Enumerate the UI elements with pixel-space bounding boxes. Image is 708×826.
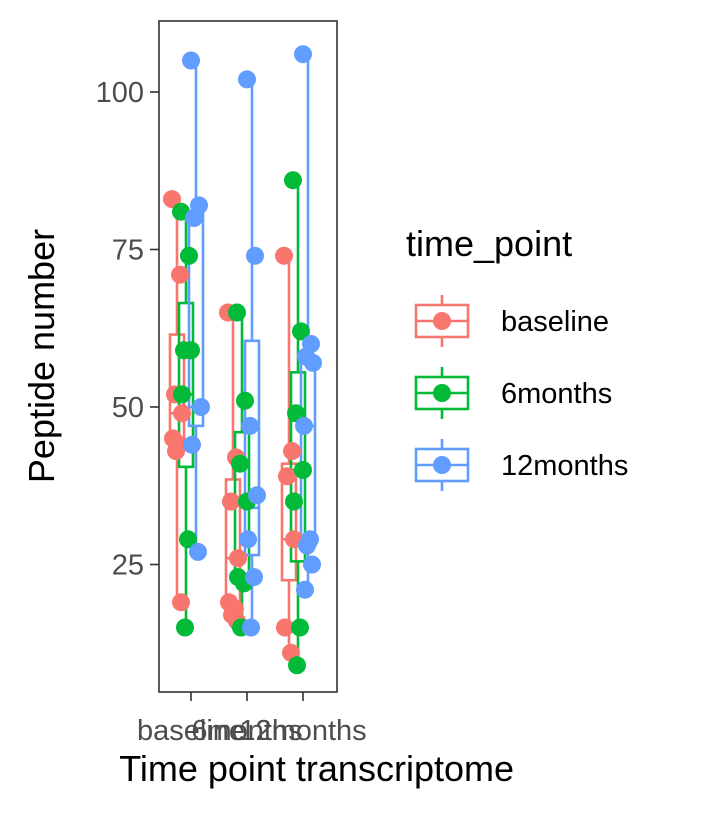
data-point [298,536,316,555]
y-tick-label: 50 [112,392,144,424]
legend-point [433,384,451,402]
x-tick-label: 6months [191,715,302,747]
data-point [173,385,191,404]
data-point [231,454,249,473]
legend-key-6months: 6months [414,367,612,419]
data-point [163,190,181,209]
data-point [291,618,309,637]
points-12months [182,45,322,637]
data-point [292,322,310,341]
legend-point [433,456,451,474]
data-point [284,171,302,190]
legend-key-baseline: baseline [414,295,609,347]
y-tick-label: 75 [112,235,144,267]
x-tick-label: 12months [239,715,366,747]
data-point [278,467,296,486]
legend-label: baseline [501,306,609,338]
box-iqr [280,462,298,582]
legend-keys: baseline 6months 12months [414,295,628,491]
data-point [294,461,312,479]
data-point [182,341,200,360]
box-12months-baseline [187,60,205,552]
data-point [182,51,200,70]
box-iqr [299,358,317,547]
y-axis: 25 50 75 100 [96,77,159,582]
data-point [246,246,264,265]
data-point [288,656,306,675]
box-12months-12months [299,54,317,590]
points-baseline [163,190,303,662]
data-point [172,593,190,612]
y-tick-label: 100 [96,77,144,109]
data-point [241,416,259,435]
legend-title: time_point [406,223,572,264]
data-point [242,618,260,637]
data-point [229,549,247,568]
data-point [192,398,210,416]
box-iqr [177,301,195,469]
data-point [238,70,256,89]
y-tick-label: 25 [112,550,144,582]
legend-label: 6months [501,378,612,410]
plot-marks [163,45,322,675]
data-point [176,618,194,637]
data-point [304,353,322,372]
data-point [275,246,293,265]
data-point [295,416,313,435]
y-axis-title: Peptide number [21,229,62,483]
legend-point [433,312,451,330]
data-point [294,45,312,64]
data-point [167,442,185,461]
data-point [276,618,294,637]
points-6months [172,171,312,675]
data-point [189,542,207,561]
data-point [296,580,314,599]
data-point [183,435,201,454]
data-point [180,246,198,265]
box-iqr [243,339,261,557]
data-point [171,265,189,284]
panel-border [158,20,338,693]
data-point [248,486,266,505]
data-point [236,391,254,410]
data-point [228,303,246,322]
legend-label: 12months [501,450,628,482]
x-axis-title: Time point transcriptome [119,748,514,789]
legend-key-12months: 12months [414,439,628,491]
legend: time_point baseline 6months 12months [406,223,628,491]
data-point [222,492,240,511]
data-point [285,492,303,511]
data-point [173,404,191,423]
data-point [185,209,203,227]
data-point [179,530,197,549]
data-point [283,442,301,461]
data-point [245,568,263,587]
x-tick-label: baseline [137,715,245,747]
data-point [239,530,257,549]
data-point [303,555,321,574]
box-12months-6months [243,79,261,628]
